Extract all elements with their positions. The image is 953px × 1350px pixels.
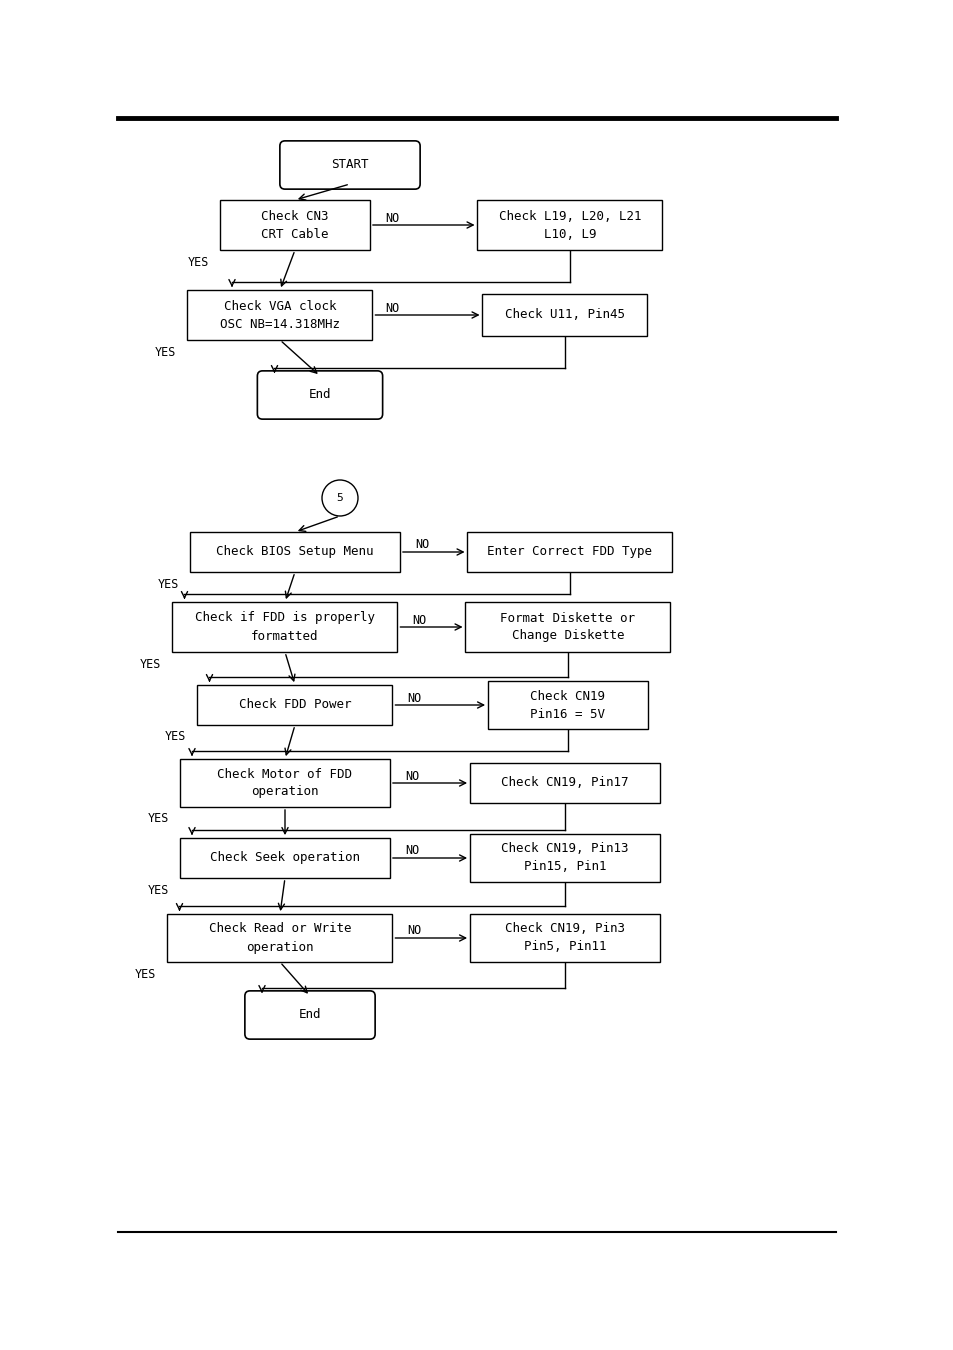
Text: Check CN19, Pin17: Check CN19, Pin17: [500, 776, 628, 790]
Bar: [470, 834, 659, 882]
Bar: [477, 200, 661, 250]
Text: NO: NO: [407, 691, 421, 705]
Text: NO: NO: [384, 212, 398, 224]
Text: Check Motor of FDD
operation: Check Motor of FDD operation: [217, 768, 352, 798]
Bar: [220, 200, 370, 250]
Text: NO: NO: [385, 301, 399, 315]
Bar: [190, 532, 399, 572]
Bar: [172, 602, 397, 652]
Text: START: START: [331, 158, 369, 171]
Text: NO: NO: [412, 613, 426, 626]
Text: NO: NO: [404, 845, 418, 857]
Text: Check CN19
Pin16 = 5V: Check CN19 Pin16 = 5V: [530, 690, 605, 721]
Text: NO: NO: [404, 769, 418, 783]
Text: YES: YES: [147, 883, 169, 896]
Text: Check FDD Power: Check FDD Power: [238, 698, 351, 711]
Text: NO: NO: [415, 539, 429, 552]
Text: Check if FDD is properly
formatted: Check if FDD is properly formatted: [194, 612, 375, 643]
Bar: [465, 602, 670, 652]
FancyBboxPatch shape: [257, 371, 382, 418]
Bar: [482, 294, 647, 336]
Text: NO: NO: [407, 925, 421, 937]
Bar: [197, 684, 392, 725]
Text: Check Seek operation: Check Seek operation: [210, 852, 359, 864]
Text: YES: YES: [187, 255, 209, 269]
Text: YES: YES: [147, 813, 169, 825]
Text: YES: YES: [134, 968, 156, 980]
Text: YES: YES: [165, 730, 186, 744]
Bar: [188, 290, 372, 340]
Bar: [470, 914, 659, 963]
Text: Check Read or Write
operation: Check Read or Write operation: [209, 922, 351, 953]
Text: 5: 5: [336, 493, 343, 504]
Text: YES: YES: [140, 657, 161, 671]
Text: Check CN3
CRT Cable: Check CN3 CRT Cable: [261, 209, 329, 240]
Bar: [180, 759, 390, 807]
FancyBboxPatch shape: [279, 140, 419, 189]
Text: End: End: [309, 389, 331, 401]
Text: Check CN19, Pin3
Pin5, Pin11: Check CN19, Pin3 Pin5, Pin11: [504, 922, 624, 953]
FancyBboxPatch shape: [245, 991, 375, 1040]
Text: Check BIOS Setup Menu: Check BIOS Setup Menu: [216, 545, 374, 559]
Bar: [470, 763, 659, 803]
Text: End: End: [298, 1008, 321, 1022]
Text: Check U11, Pin45: Check U11, Pin45: [504, 309, 624, 321]
Text: YES: YES: [154, 346, 176, 359]
Text: Format Diskette or
Change Diskette: Format Diskette or Change Diskette: [500, 612, 635, 643]
Text: Check CN19, Pin13
Pin15, Pin1: Check CN19, Pin13 Pin15, Pin1: [500, 842, 628, 873]
Text: Check L19, L20, L21
L10, L9: Check L19, L20, L21 L10, L9: [498, 209, 640, 240]
Bar: [467, 532, 672, 572]
Text: YES: YES: [157, 578, 178, 590]
Bar: [168, 914, 392, 963]
Text: Check VGA clock
OSC NB=14.318MHz: Check VGA clock OSC NB=14.318MHz: [220, 300, 339, 331]
Bar: [488, 680, 647, 729]
Text: Enter Correct FDD Type: Enter Correct FDD Type: [487, 545, 652, 559]
Bar: [180, 838, 390, 878]
